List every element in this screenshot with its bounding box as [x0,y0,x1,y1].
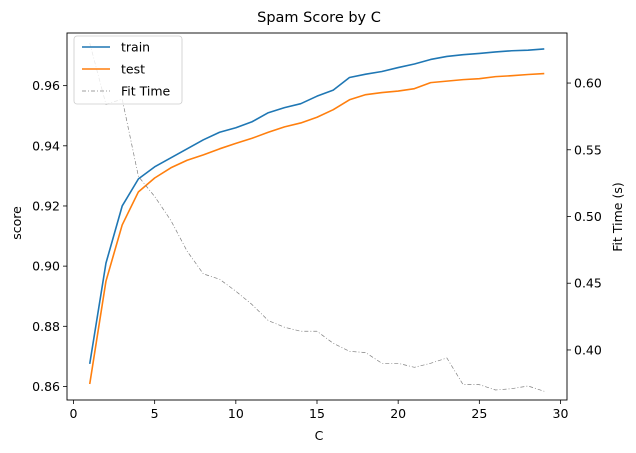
y-tick-label: 0.88 [32,319,60,334]
y2-tick-label: 0.45 [574,276,602,291]
series-line-train [88,48,545,365]
legend-label-train: train [121,40,150,55]
y2-tick-label: 0.60 [574,76,602,91]
plot-frame [66,32,568,401]
x-tick-label: 5 [151,406,159,421]
y-tick-label: 0.94 [32,138,60,153]
series-layer [88,42,545,392]
legend-label-fit-time: Fit Time [121,84,171,99]
x-tick-label: 10 [228,406,244,421]
series-line-fit-time [89,42,545,392]
chart-title: Spam Score by C [257,10,381,26]
y-axis-label: score [9,206,24,240]
y2-tick-label: 0.55 [574,142,602,157]
y-tick-label: 0.96 [32,78,60,93]
legend: train test Fit Time [73,35,183,105]
x-tick-label: 15 [309,406,325,421]
legend-box [73,35,183,105]
y2-tick-label: 0.50 [574,209,602,224]
series-line-test [88,72,545,385]
y-tick-label: 0.86 [32,379,60,394]
legend-label-test: test [121,62,145,77]
x-axis-label: C [315,428,324,443]
y2-tick-label: 0.40 [574,342,602,357]
y2-axis-label: Fit Time (s) [610,182,625,251]
y-tick-label: 0.90 [32,259,60,274]
ticks-layer: 0 5 10 15 20 25 30 0.86 0.88 0.90 0.92 0.94 0.96 0.40… [32,76,602,421]
y-tick-label: 0.92 [32,198,60,213]
x-tick-label: 20 [390,406,406,421]
x-tick-label: 0 [70,406,78,421]
x-tick-label: 25 [471,406,487,421]
x-tick-label: 30 [553,406,569,421]
